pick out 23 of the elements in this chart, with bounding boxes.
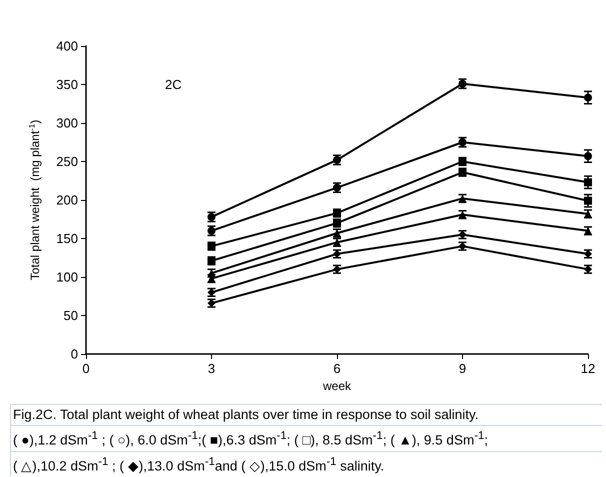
- x-tick-label: 0: [82, 361, 90, 376]
- text: ( ●),1.2 dSm$^{-1}$ ; ( ○), 6.0 dSm$^{-1}$;( ■),6.3 dSm$^{-1}$; ( □), 8.5 dSm$^{-1}$; ( ▲), 9.5 dSm$^{-1}$;: [13, 430, 488, 448]
- y-tick-label: 150: [56, 231, 78, 246]
- x-tick-label: 9: [458, 361, 466, 376]
- y-tick-label: 350: [56, 77, 78, 92]
- y-tick-label: 250: [56, 154, 78, 169]
- point: [584, 178, 592, 186]
- text: ( △),10.2 dSm$^{-1}$ ; ( ◆),13.0 dSm$^{-1}$and ( ◇),15.0 dSm$^{-1}$ salinity.: [10, 450, 602, 476]
- y-tick-label: 200: [56, 192, 78, 208]
- x-tick-label: 12: [580, 361, 596, 376]
- y-tick-label: 50: [64, 308, 78, 323]
- annotation: 2C: [165, 77, 182, 92]
- point: [584, 94, 592, 102]
- y-tick-label: 100: [56, 270, 78, 284]
- x-axis-title: week: [322, 379, 352, 393]
- y-axis-title: Total plant weight (mg plant-1): [28, 120, 42, 280]
- y-tick-label: 0: [70, 346, 78, 362]
- y-tick-label: 400: [56, 38, 78, 54]
- y-tick-label: 300: [56, 116, 78, 130]
- x-tick-label: 3: [208, 361, 216, 376]
- x-tick-label: 6: [333, 361, 341, 376]
- point: [584, 152, 592, 160]
- caption: Fig.2C. Total plant weight of wheat plants over time in response to soil salinity.: [10, 404, 602, 425]
